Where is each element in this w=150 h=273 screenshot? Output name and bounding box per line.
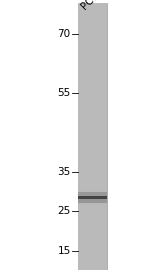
Bar: [78, 152, 107, 155]
Bar: [78, 57, 107, 60]
Bar: [78, 108, 107, 111]
Bar: [78, 94, 107, 97]
Bar: [78, 206, 107, 209]
Bar: [78, 6, 107, 10]
Text: PC12: PC12: [79, 0, 105, 12]
Bar: [78, 179, 107, 182]
Bar: [78, 131, 107, 135]
Bar: [78, 33, 107, 37]
Bar: [78, 236, 107, 240]
Bar: [78, 114, 107, 118]
Bar: [78, 260, 107, 263]
Bar: [78, 77, 107, 81]
Bar: [78, 3, 107, 6]
Bar: [78, 138, 107, 142]
Bar: [78, 213, 107, 216]
Bar: [78, 50, 107, 54]
Bar: [78, 118, 107, 121]
Text: 25: 25: [57, 206, 71, 216]
Bar: [78, 172, 107, 176]
Bar: [78, 230, 107, 233]
Bar: [78, 169, 107, 172]
Bar: [78, 23, 107, 26]
Bar: [78, 128, 107, 131]
Text: 15: 15: [57, 246, 71, 256]
Bar: [78, 54, 107, 57]
Bar: [78, 247, 107, 250]
Bar: [78, 26, 107, 30]
Bar: [78, 74, 107, 77]
Bar: [78, 159, 107, 162]
Bar: [78, 189, 107, 192]
Bar: [78, 135, 107, 138]
Text: 70: 70: [57, 29, 71, 39]
Bar: [78, 101, 107, 104]
Bar: [78, 182, 107, 186]
Bar: [78, 87, 107, 91]
Bar: [78, 196, 107, 199]
Bar: [78, 37, 107, 40]
Bar: [78, 148, 107, 152]
Bar: [78, 250, 107, 253]
Bar: [78, 64, 107, 67]
Bar: [78, 10, 107, 13]
Bar: [78, 145, 107, 148]
Bar: [78, 219, 107, 223]
Bar: [78, 97, 107, 101]
Bar: [78, 226, 107, 230]
Bar: [78, 30, 107, 33]
Bar: [78, 111, 107, 114]
Bar: [78, 263, 107, 267]
Bar: [78, 47, 107, 50]
Bar: [78, 186, 107, 189]
Bar: [78, 223, 107, 226]
Bar: [78, 203, 107, 206]
Bar: [78, 162, 107, 165]
Bar: [78, 84, 107, 87]
Bar: [78, 233, 107, 236]
Bar: [78, 43, 107, 47]
Bar: [78, 104, 107, 108]
Bar: [78, 81, 107, 84]
Text: 55: 55: [57, 88, 71, 98]
Text: 35: 35: [57, 167, 71, 177]
Bar: [78, 155, 107, 159]
Bar: [78, 3, 107, 270]
Bar: [78, 176, 107, 179]
Bar: [78, 142, 107, 145]
Bar: [78, 60, 107, 64]
Bar: [78, 91, 107, 94]
Bar: [78, 125, 107, 128]
Bar: [78, 240, 107, 243]
Bar: [78, 16, 107, 20]
Bar: [78, 209, 107, 213]
Bar: [78, 253, 107, 257]
Bar: [78, 70, 107, 74]
Bar: [78, 67, 107, 70]
Bar: [78, 199, 107, 203]
Bar: [78, 243, 107, 247]
Bar: [78, 165, 107, 169]
Bar: [78, 40, 107, 43]
Bar: [78, 13, 107, 16]
Bar: [78, 216, 107, 219]
Bar: [78, 192, 107, 196]
Bar: [78, 257, 107, 260]
Bar: [78, 20, 107, 23]
Bar: [78, 121, 107, 125]
Bar: [78, 267, 107, 270]
